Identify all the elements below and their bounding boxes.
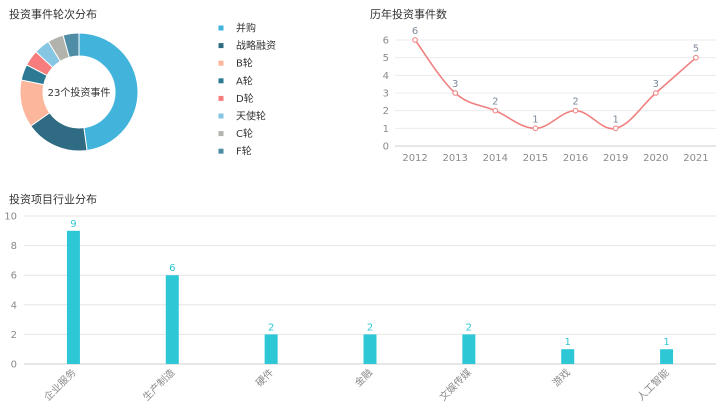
bar-xtick-5: 游戏 — [550, 366, 573, 389]
line-xtick-4: 2016 — [563, 153, 588, 164]
bar-data-label-0: 9 — [70, 219, 76, 230]
bar-ytick-1: 2 — [11, 330, 17, 341]
line-ytick-3: 3 — [383, 89, 389, 100]
bar-ytick-3: 6 — [11, 271, 17, 282]
bar-data-label-5: 1 — [565, 337, 571, 348]
line-ytick-0: 0 — [383, 142, 389, 153]
legend-label-4: D轮 — [236, 92, 254, 105]
legend-label-3: A轮 — [236, 74, 253, 87]
bar-ytick-4: 8 — [11, 241, 17, 252]
legend-swatch-5 — [218, 113, 224, 119]
bar-xtick-6: 人工智能 — [634, 366, 671, 403]
legend-label-0: 并购 — [236, 22, 256, 35]
line-point-6 — [653, 90, 659, 96]
line-xtick-7: 2021 — [683, 153, 708, 164]
line-xtick-2: 2014 — [483, 153, 508, 164]
legend-swatch-3 — [218, 78, 224, 84]
line-data-label-5: 1 — [613, 114, 619, 125]
bar-0 — [66, 230, 80, 364]
line-point-3 — [532, 125, 539, 132]
line-ytick-1: 1 — [383, 124, 389, 135]
legend-swatch-1 — [218, 43, 224, 49]
bar-xtick-4: 文娱传媒 — [437, 366, 474, 403]
bar-4 — [462, 334, 476, 364]
bar-xtick-2: 硬件 — [254, 367, 277, 390]
legend-label-7: F轮 — [236, 145, 252, 158]
legend-swatch-2 — [218, 60, 224, 66]
donut-center-label: 23个投资事件 — [48, 86, 111, 99]
line-xtick-3: 2015 — [523, 153, 548, 164]
line-ytick-2: 2 — [383, 106, 389, 117]
line-xtick-6: 2020 — [643, 153, 668, 164]
bar-ytick-2: 4 — [11, 300, 17, 311]
legend-swatch-6 — [218, 131, 224, 137]
bar-2 — [264, 334, 278, 364]
line-data-label-1: 3 — [452, 79, 458, 90]
bar-xtick-0: 企业服务 — [41, 366, 78, 403]
bar-xtick-3: 金融 — [352, 366, 375, 389]
donut-slice-0 — [78, 32, 139, 152]
legend-swatch-0 — [218, 25, 224, 31]
line-point-0 — [412, 37, 418, 43]
legend-label-1: 战略融资 — [236, 39, 276, 52]
line-point-1 — [452, 90, 458, 96]
legend-swatch-4 — [218, 95, 224, 101]
bar-6 — [660, 349, 674, 364]
line-data-label-3: 1 — [532, 114, 538, 125]
history-chart-title: 历年投资事件数 — [370, 8, 447, 21]
line-data-label-4: 2 — [572, 97, 578, 108]
line-point-5 — [612, 125, 619, 132]
legend-label-5: 天使轮 — [236, 110, 266, 123]
legend-swatch-7 — [218, 148, 224, 154]
bar-data-label-1: 6 — [169, 263, 175, 274]
bar-3 — [363, 334, 377, 364]
donut-slice-7 — [62, 32, 80, 58]
line-xtick-5: 2019 — [603, 153, 628, 164]
line-ytick-6: 6 — [383, 36, 389, 47]
line-ytick-5: 5 — [383, 53, 389, 64]
bar-data-label-2: 2 — [268, 322, 274, 333]
bar-data-label-4: 2 — [466, 322, 472, 333]
line-xtick-0: 2012 — [402, 153, 427, 164]
bar-1 — [165, 275, 179, 364]
line-data-label-2: 2 — [492, 97, 498, 108]
line-data-label-0: 6 — [412, 26, 418, 37]
round-chart-title: 投资事件轮次分布 — [9, 8, 97, 21]
legend-label-6: C轮 — [236, 127, 253, 140]
bar-xtick-1: 生产制造 — [140, 366, 177, 403]
line-data-label-6: 3 — [653, 79, 659, 90]
bar-data-label-6: 1 — [663, 337, 669, 348]
legend-label-2: B轮 — [236, 57, 253, 70]
line-point-2 — [492, 107, 499, 114]
line-point-7 — [693, 54, 699, 61]
bar-data-label-3: 2 — [367, 322, 373, 333]
line-data-label-7: 5 — [693, 44, 699, 55]
line-point-4 — [572, 107, 579, 114]
line-ytick-4: 4 — [383, 71, 389, 82]
bar-ytick-0: 0 — [11, 360, 17, 371]
line-xtick-1: 2013 — [442, 153, 467, 164]
bar-5 — [561, 349, 575, 364]
bar-ytick-5: 10 — [4, 212, 17, 223]
industry-chart-title: 投资项目行业分布 — [9, 193, 97, 206]
